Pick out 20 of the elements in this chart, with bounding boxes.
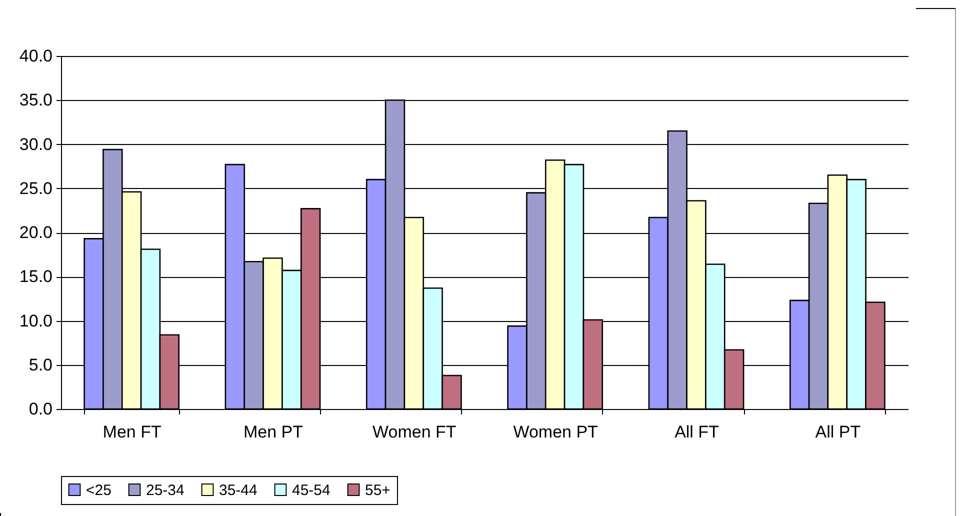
x-tick-label: Men PT	[243, 422, 304, 442]
y-tick-label: 25.0	[19, 178, 52, 198]
legend-label: 55+	[365, 482, 391, 499]
legend-label: 25-34	[146, 482, 184, 499]
y-tick-label: 30.0	[19, 134, 52, 154]
legend-label: 35-44	[219, 482, 258, 499]
y-tick-label: 10.0	[19, 311, 52, 330]
legend-label: <25	[86, 482, 112, 499]
y-tick-label: 0.0	[28, 400, 52, 418]
x-tick-label: All FT	[674, 422, 719, 442]
y-tick-label: 20.0	[19, 223, 52, 242]
y-tick-label: 35.0	[19, 90, 52, 110]
legend-label: 45-54	[292, 482, 330, 499]
y-tick-label: 40.0	[19, 46, 52, 66]
x-tick-label: All PT	[815, 422, 861, 442]
x-tick-label: Women FT	[372, 422, 456, 442]
x-tick-label: Women PT	[513, 422, 598, 442]
y-tick-label: 5.0	[28, 355, 52, 374]
y-tick-label: 15.0	[19, 267, 52, 286]
x-tick-label: Men FT	[102, 422, 162, 442]
